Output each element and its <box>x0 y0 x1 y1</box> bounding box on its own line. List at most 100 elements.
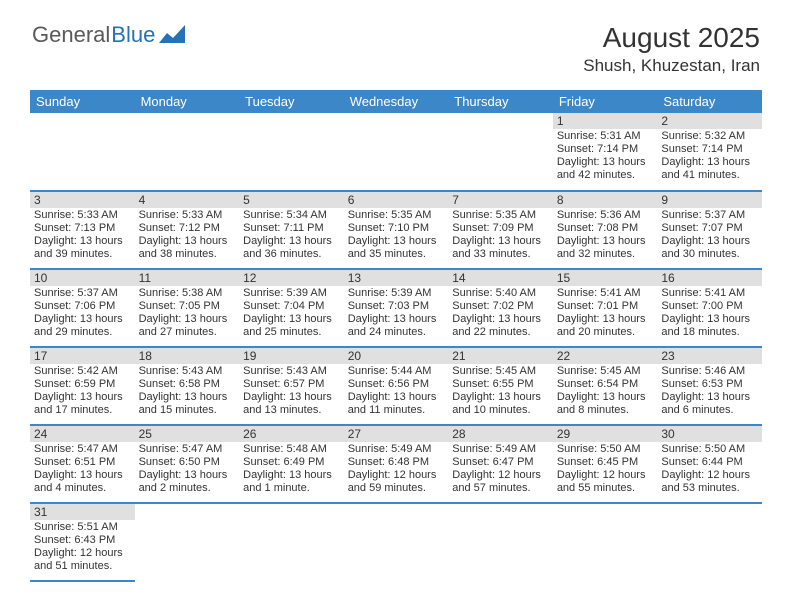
weekday-header: Saturday <box>657 90 762 113</box>
calendar-day-cell: 21Sunrise: 5:45 AMSunset: 6:55 PMDayligh… <box>448 347 553 425</box>
sunset-text: Sunset: 7:08 PM <box>557 222 654 235</box>
calendar-day-cell: 17Sunrise: 5:42 AMSunset: 6:59 PMDayligh… <box>30 347 135 425</box>
sunset-text: Sunset: 7:11 PM <box>243 222 340 235</box>
daylight-text: Daylight: 12 hours and 59 minutes. <box>348 469 445 495</box>
daylight-text: Daylight: 13 hours and 25 minutes. <box>243 313 340 339</box>
day-details: Sunrise: 5:47 AMSunset: 6:50 PMDaylight:… <box>135 442 240 497</box>
sunset-text: Sunset: 7:14 PM <box>661 143 758 156</box>
daylight-text: Daylight: 13 hours and 13 minutes. <box>243 391 340 417</box>
sunset-text: Sunset: 6:48 PM <box>348 456 445 469</box>
calendar-empty-cell <box>657 503 762 581</box>
sunrise-text: Sunrise: 5:45 AM <box>452 365 549 378</box>
sunset-text: Sunset: 6:54 PM <box>557 378 654 391</box>
sunrise-text: Sunrise: 5:47 AM <box>139 443 236 456</box>
day-number: 13 <box>344 270 449 286</box>
calendar-empty-cell <box>344 113 449 191</box>
sunrise-text: Sunrise: 5:39 AM <box>348 287 445 300</box>
calendar-week-row: 17Sunrise: 5:42 AMSunset: 6:59 PMDayligh… <box>30 347 762 425</box>
day-details: Sunrise: 5:37 AMSunset: 7:06 PMDaylight:… <box>30 286 135 341</box>
sunset-text: Sunset: 7:06 PM <box>34 300 131 313</box>
calendar-empty-cell <box>553 503 658 581</box>
calendar-day-cell: 4Sunrise: 5:33 AMSunset: 7:12 PMDaylight… <box>135 191 240 269</box>
day-details: Sunrise: 5:42 AMSunset: 6:59 PMDaylight:… <box>30 364 135 419</box>
day-details: Sunrise: 5:40 AMSunset: 7:02 PMDaylight:… <box>448 286 553 341</box>
day-number: 19 <box>239 348 344 364</box>
logo-text-general: General <box>32 22 110 48</box>
calendar-day-cell: 29Sunrise: 5:50 AMSunset: 6:45 PMDayligh… <box>553 425 658 503</box>
calendar-day-cell: 1Sunrise: 5:31 AMSunset: 7:14 PMDaylight… <box>553 113 658 191</box>
calendar-day-cell: 12Sunrise: 5:39 AMSunset: 7:04 PMDayligh… <box>239 269 344 347</box>
calendar-week-row: 3Sunrise: 5:33 AMSunset: 7:13 PMDaylight… <box>30 191 762 269</box>
day-number: 23 <box>657 348 762 364</box>
calendar-day-cell: 11Sunrise: 5:38 AMSunset: 7:05 PMDayligh… <box>135 269 240 347</box>
day-details: Sunrise: 5:41 AMSunset: 7:01 PMDaylight:… <box>553 286 658 341</box>
day-number: 30 <box>657 426 762 442</box>
calendar-day-cell: 20Sunrise: 5:44 AMSunset: 6:56 PMDayligh… <box>344 347 449 425</box>
day-number: 27 <box>344 426 449 442</box>
calendar-day-cell: 18Sunrise: 5:43 AMSunset: 6:58 PMDayligh… <box>135 347 240 425</box>
calendar-empty-cell <box>344 503 449 581</box>
sunset-text: Sunset: 7:10 PM <box>348 222 445 235</box>
weekday-header: Wednesday <box>344 90 449 113</box>
day-number: 20 <box>344 348 449 364</box>
day-details: Sunrise: 5:45 AMSunset: 6:54 PMDaylight:… <box>553 364 658 419</box>
day-details: Sunrise: 5:43 AMSunset: 6:58 PMDaylight:… <box>135 364 240 419</box>
day-number: 2 <box>657 113 762 129</box>
sunrise-text: Sunrise: 5:34 AM <box>243 209 340 222</box>
calendar-week-row: 31Sunrise: 5:51 AMSunset: 6:43 PMDayligh… <box>30 503 762 581</box>
day-number: 29 <box>553 426 658 442</box>
calendar-day-cell: 22Sunrise: 5:45 AMSunset: 6:54 PMDayligh… <box>553 347 658 425</box>
day-details: Sunrise: 5:49 AMSunset: 6:47 PMDaylight:… <box>448 442 553 497</box>
sunset-text: Sunset: 7:13 PM <box>34 222 131 235</box>
sunrise-text: Sunrise: 5:43 AM <box>139 365 236 378</box>
month-title: August 2025 <box>583 22 760 54</box>
sunset-text: Sunset: 7:12 PM <box>139 222 236 235</box>
sunset-text: Sunset: 6:45 PM <box>557 456 654 469</box>
day-number: 28 <box>448 426 553 442</box>
calendar-day-cell: 27Sunrise: 5:49 AMSunset: 6:48 PMDayligh… <box>344 425 449 503</box>
sunrise-text: Sunrise: 5:45 AM <box>557 365 654 378</box>
calendar-day-cell: 31Sunrise: 5:51 AMSunset: 6:43 PMDayligh… <box>30 503 135 581</box>
sunset-text: Sunset: 6:58 PM <box>139 378 236 391</box>
daylight-text: Daylight: 13 hours and 10 minutes. <box>452 391 549 417</box>
daylight-text: Daylight: 12 hours and 51 minutes. <box>34 547 131 573</box>
sunset-text: Sunset: 6:47 PM <box>452 456 549 469</box>
calendar-header-row: SundayMondayTuesdayWednesdayThursdayFrid… <box>30 90 762 113</box>
sunset-text: Sunset: 6:43 PM <box>34 534 131 547</box>
day-number: 26 <box>239 426 344 442</box>
daylight-text: Daylight: 13 hours and 6 minutes. <box>661 391 758 417</box>
daylight-text: Daylight: 13 hours and 41 minutes. <box>661 156 758 182</box>
sunrise-text: Sunrise: 5:31 AM <box>557 130 654 143</box>
sunset-text: Sunset: 7:05 PM <box>139 300 236 313</box>
day-number: 3 <box>30 192 135 208</box>
day-details: Sunrise: 5:47 AMSunset: 6:51 PMDaylight:… <box>30 442 135 497</box>
sunrise-text: Sunrise: 5:35 AM <box>452 209 549 222</box>
day-number: 21 <box>448 348 553 364</box>
sunrise-text: Sunrise: 5:39 AM <box>243 287 340 300</box>
day-number: 12 <box>239 270 344 286</box>
calendar-empty-cell <box>239 503 344 581</box>
calendar-day-cell: 8Sunrise: 5:36 AMSunset: 7:08 PMDaylight… <box>553 191 658 269</box>
sunrise-text: Sunrise: 5:51 AM <box>34 521 131 534</box>
day-details: Sunrise: 5:38 AMSunset: 7:05 PMDaylight:… <box>135 286 240 341</box>
daylight-text: Daylight: 13 hours and 22 minutes. <box>452 313 549 339</box>
location-text: Shush, Khuzestan, Iran <box>583 56 760 76</box>
sunset-text: Sunset: 6:59 PM <box>34 378 131 391</box>
sunset-text: Sunset: 6:51 PM <box>34 456 131 469</box>
sunset-text: Sunset: 7:07 PM <box>661 222 758 235</box>
day-details: Sunrise: 5:35 AMSunset: 7:10 PMDaylight:… <box>344 208 449 263</box>
day-details: Sunrise: 5:50 AMSunset: 6:44 PMDaylight:… <box>657 442 762 497</box>
calendar-day-cell: 9Sunrise: 5:37 AMSunset: 7:07 PMDaylight… <box>657 191 762 269</box>
sunset-text: Sunset: 7:09 PM <box>452 222 549 235</box>
daylight-text: Daylight: 13 hours and 36 minutes. <box>243 235 340 261</box>
sunset-text: Sunset: 6:55 PM <box>452 378 549 391</box>
daylight-text: Daylight: 13 hours and 15 minutes. <box>139 391 236 417</box>
sunrise-text: Sunrise: 5:47 AM <box>34 443 131 456</box>
title-block: August 2025 Shush, Khuzestan, Iran <box>583 22 760 76</box>
calendar-day-cell: 26Sunrise: 5:48 AMSunset: 6:49 PMDayligh… <box>239 425 344 503</box>
calendar-day-cell: 10Sunrise: 5:37 AMSunset: 7:06 PMDayligh… <box>30 269 135 347</box>
calendar-day-cell: 24Sunrise: 5:47 AMSunset: 6:51 PMDayligh… <box>30 425 135 503</box>
daylight-text: Daylight: 13 hours and 42 minutes. <box>557 156 654 182</box>
calendar-week-row: 24Sunrise: 5:47 AMSunset: 6:51 PMDayligh… <box>30 425 762 503</box>
day-number: 9 <box>657 192 762 208</box>
